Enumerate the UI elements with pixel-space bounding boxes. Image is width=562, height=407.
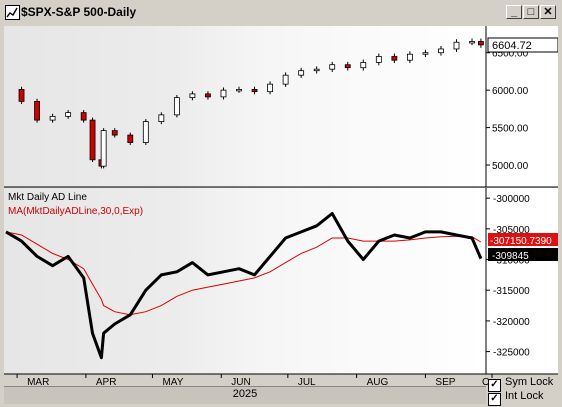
candle <box>142 121 149 143</box>
ma-value-label: -307150.7390 <box>490 236 552 247</box>
ad-series-label: Mkt Daily AD Line <box>8 192 87 203</box>
candle <box>469 41 475 44</box>
candle <box>391 56 398 61</box>
chart-canvas[interactable]: 6500.00 6000.00 5500.00 5000.00 -300000 -305… <box>4 26 559 388</box>
candle <box>251 89 258 93</box>
ma-series-label: MA(MktDailyADLine,30,0,Exp) <box>8 206 143 217</box>
candle <box>298 70 305 76</box>
candle <box>34 100 40 121</box>
ad-tick-label: -300000 <box>493 194 530 205</box>
minimize-button[interactable]: _ <box>506 5 522 19</box>
ad-tick-label: -315000 <box>493 286 530 297</box>
sym-lock-check-icon[interactable]: ✓ <box>488 379 501 392</box>
ma-value-flag <box>488 233 558 246</box>
ad-tick-label: -325000 <box>493 348 530 359</box>
candle <box>111 130 118 136</box>
candle <box>18 89 25 102</box>
chart-area[interactable]: 6500.00 6000.00 5500.00 5000.00 -300000 -305… <box>4 26 559 388</box>
candle <box>127 134 134 143</box>
candle <box>478 41 484 46</box>
month-label: AUG <box>367 377 389 386</box>
ma-line <box>5 231 482 316</box>
price-tick-label: 5500.00 <box>492 124 529 135</box>
last-value-flag <box>488 248 558 261</box>
sym-lock-checkbox[interactable]: ✓ Sym Lock <box>488 376 554 392</box>
candle <box>220 89 227 98</box>
candle <box>329 64 336 70</box>
candle <box>236 89 242 92</box>
ad-axis <box>486 188 558 374</box>
month-label: MAR <box>27 377 49 386</box>
candle <box>49 115 56 121</box>
int-lock-label: Int Lock <box>505 390 544 402</box>
price-tick-label: 5000.00 <box>492 161 529 172</box>
candle <box>453 41 460 50</box>
price-axis <box>486 26 558 187</box>
month-label: JUN <box>231 377 250 386</box>
candle <box>65 112 72 117</box>
last-price-label: 6604.72 <box>492 40 532 52</box>
candle <box>313 68 320 72</box>
maximize-button[interactable]: □ <box>523 5 539 19</box>
month-label: MAY <box>162 377 183 386</box>
candle <box>422 52 429 55</box>
candle <box>344 64 351 69</box>
month-label: SEP <box>435 377 455 386</box>
candle <box>360 62 367 69</box>
candle <box>406 53 413 61</box>
int-lock-check-icon[interactable]: ✓ <box>488 393 501 406</box>
candle <box>375 56 382 63</box>
price-tick-label: 6000.00 <box>492 86 529 97</box>
month-label: JUL <box>298 377 316 386</box>
x-axis-strip <box>4 375 558 386</box>
ad-tick-label: -305000 <box>493 225 530 236</box>
price-panel <box>4 26 486 187</box>
date-strip: 2025 <box>4 386 486 404</box>
candle <box>80 112 87 121</box>
sym-lock-label: Sym Lock <box>505 376 554 388</box>
last-value-label: -309845 <box>492 251 529 262</box>
close-button[interactable]: ✕ <box>540 5 556 19</box>
candle <box>267 83 273 93</box>
candle <box>189 93 196 99</box>
ad-tick-label: -310000 <box>493 256 530 267</box>
ad-tick-label: -320000 <box>493 317 530 328</box>
int-lock-checkbox[interactable]: ✓ Int Lock <box>488 390 544 406</box>
candle <box>205 93 211 98</box>
candle <box>282 74 289 85</box>
candle <box>100 130 107 167</box>
candle <box>173 97 180 116</box>
chart-app-icon <box>5 5 20 20</box>
candle <box>89 119 96 161</box>
ad-line <box>5 212 483 360</box>
price-tick-label: 6500.00 <box>492 49 529 60</box>
window-title: $SPX-S&P 500-Daily <box>21 5 137 19</box>
month-label: APR <box>96 377 117 386</box>
candle <box>438 48 444 54</box>
year-label: 2025 <box>232 388 258 400</box>
candle <box>158 114 165 123</box>
title-bar[interactable]: $SPX-S&P 500-Daily _ □ ✕ <box>0 0 562 25</box>
month-label: O <box>482 377 490 386</box>
